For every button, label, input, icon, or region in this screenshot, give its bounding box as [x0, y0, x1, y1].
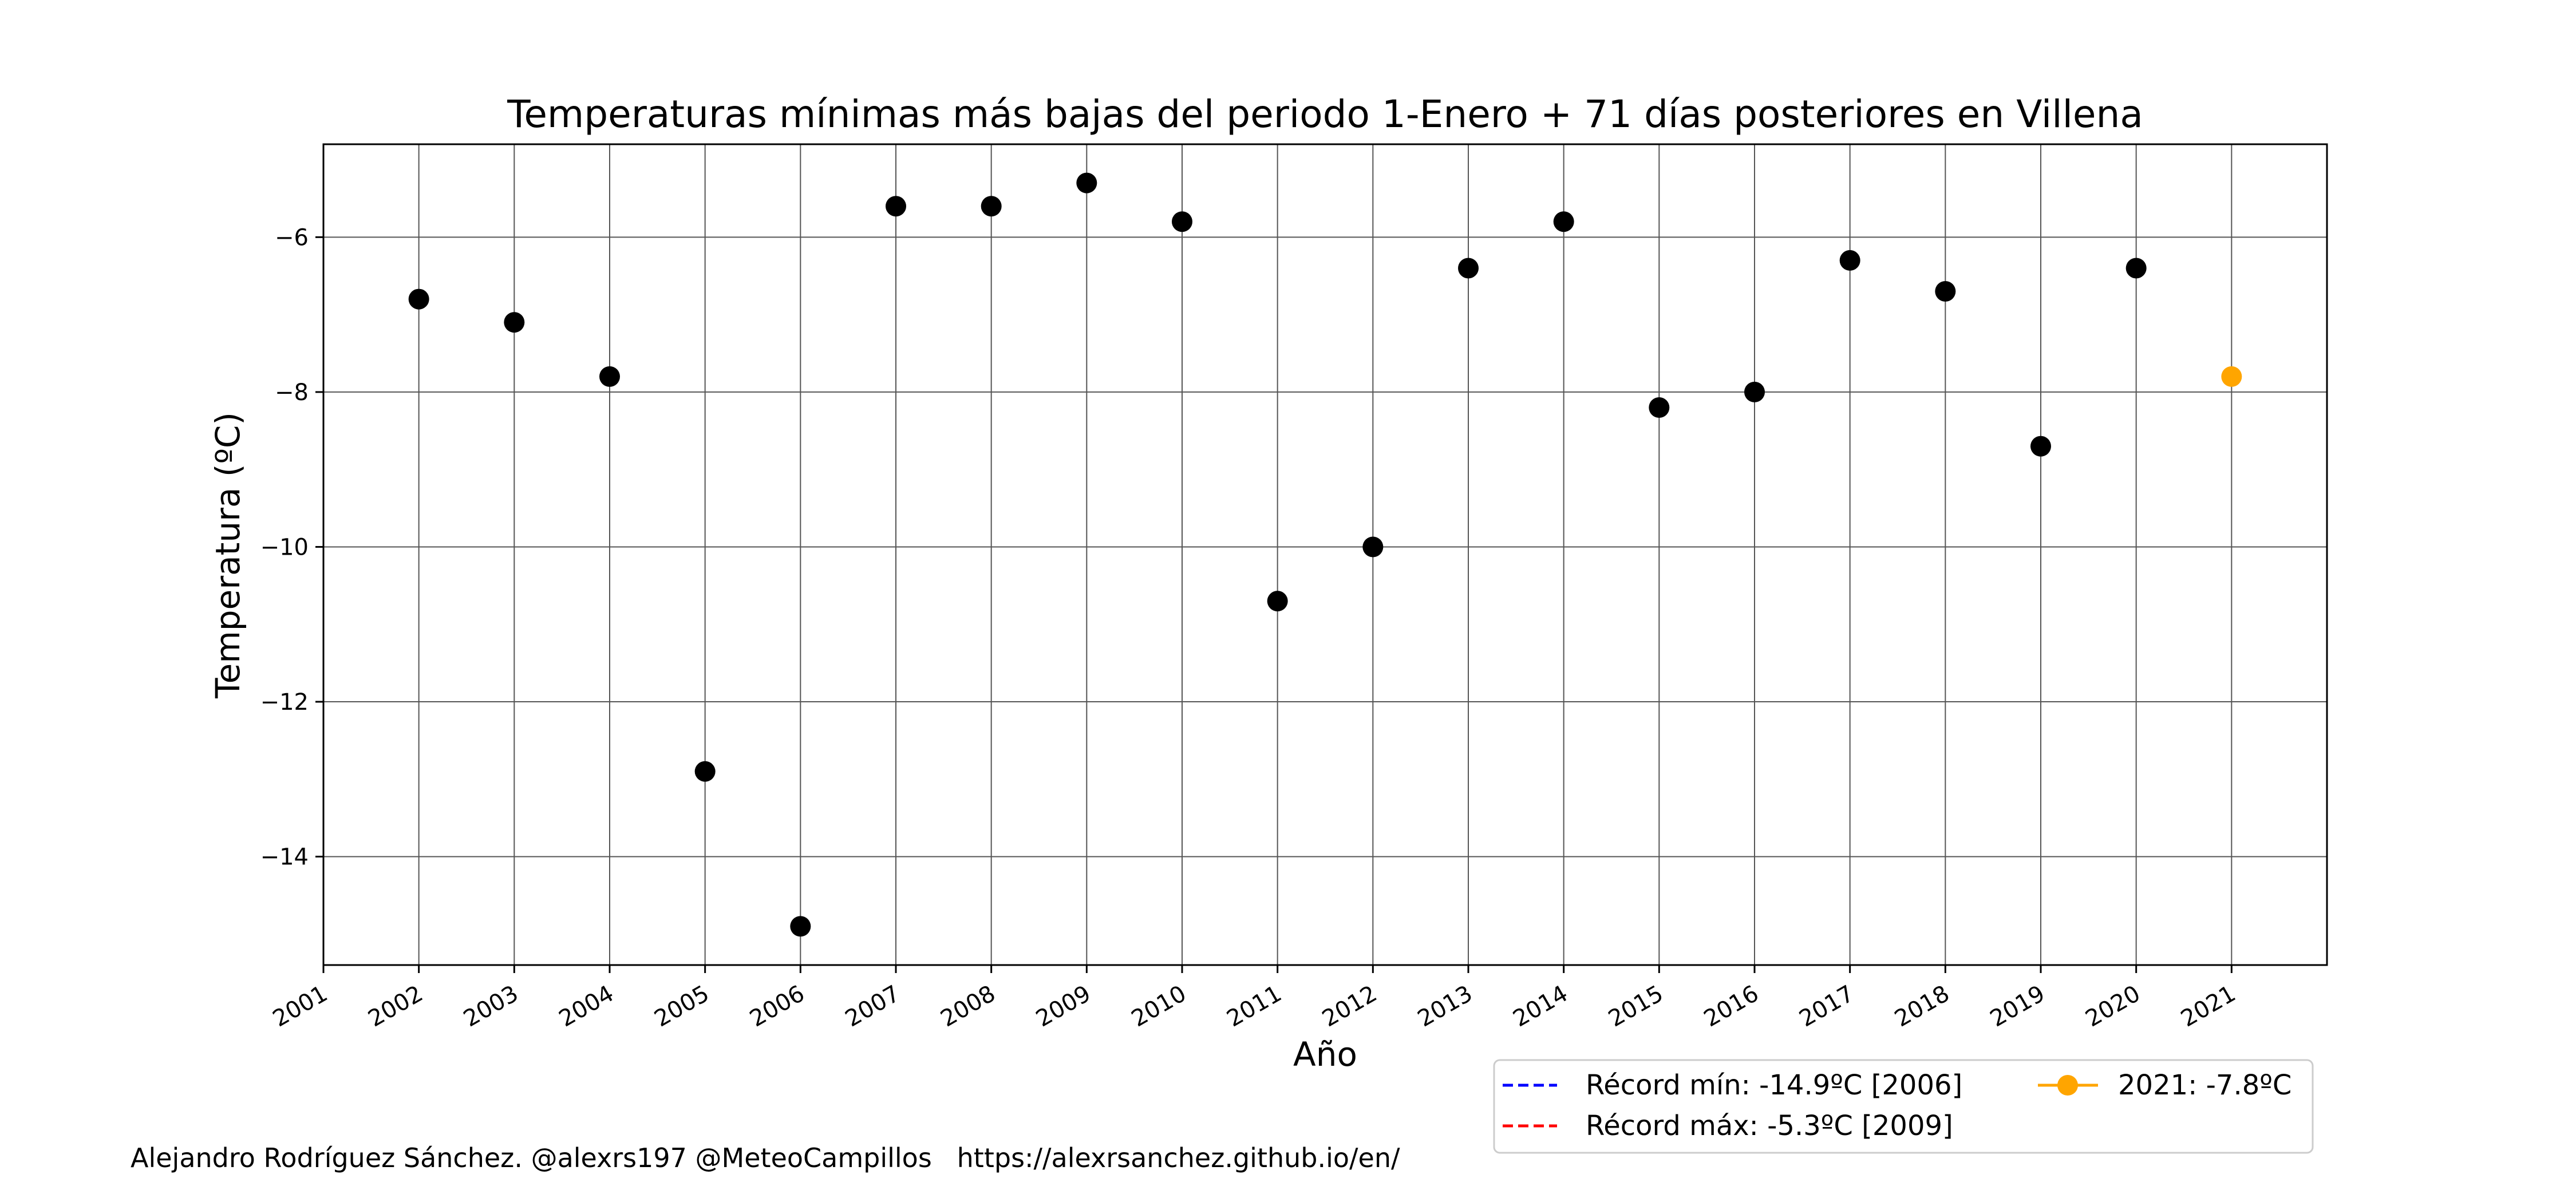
- y-tick-label: −14: [260, 844, 309, 871]
- data-point: [2125, 258, 2147, 279]
- y-tick-label: −12: [260, 689, 309, 715]
- legend: Récord mín: -14.9ºC [2006] Récord máx: -…: [1493, 1059, 2314, 1154]
- data-point: [1076, 172, 1097, 193]
- data-point: [1362, 536, 1384, 557]
- data-point: [694, 761, 716, 782]
- data-point: [790, 916, 811, 937]
- data-point: [1935, 281, 1956, 302]
- data-point: [1839, 250, 1860, 271]
- data-point: [1267, 591, 1288, 612]
- y-tick-label: −8: [275, 379, 309, 406]
- data-markers: [408, 172, 2242, 937]
- legend-current-year-marker: [2057, 1075, 2078, 1096]
- legend-frame: [1493, 1059, 2314, 1154]
- data-point: [408, 288, 429, 310]
- data-point: [981, 196, 1002, 217]
- data-point: [599, 366, 620, 387]
- current-year-point: [2221, 366, 2242, 387]
- data-point: [1458, 258, 1479, 279]
- data-point: [886, 196, 906, 217]
- plot-frame: [322, 143, 2328, 966]
- legend-current-year-label: 2021: -7.8ºC: [2118, 1069, 2291, 1101]
- x-axis-label: Año: [1293, 1035, 1357, 1074]
- data-point: [1172, 211, 1192, 232]
- data-point: [1649, 397, 1670, 418]
- data-point: [1744, 381, 1765, 402]
- credit-footer: Alejandro Rodríguez Sánchez. @alexrs197 …: [131, 1142, 1400, 1173]
- legend-record-min-label: Récord mín: -14.9ºC [2006]: [1586, 1069, 1962, 1101]
- legend-record-max-label: Récord máx: -5.3ºC [2009]: [1586, 1110, 1953, 1142]
- chart-title: Temperaturas mínimas más bajas del perio…: [507, 92, 2143, 136]
- data-point: [504, 312, 525, 333]
- y-tick-label: −6: [275, 224, 309, 251]
- data-point: [2030, 436, 2051, 457]
- data-point: [1553, 211, 1574, 232]
- y-axis-label: Temperatura (ºC): [208, 412, 247, 699]
- y-tick-label: −10: [260, 534, 309, 560]
